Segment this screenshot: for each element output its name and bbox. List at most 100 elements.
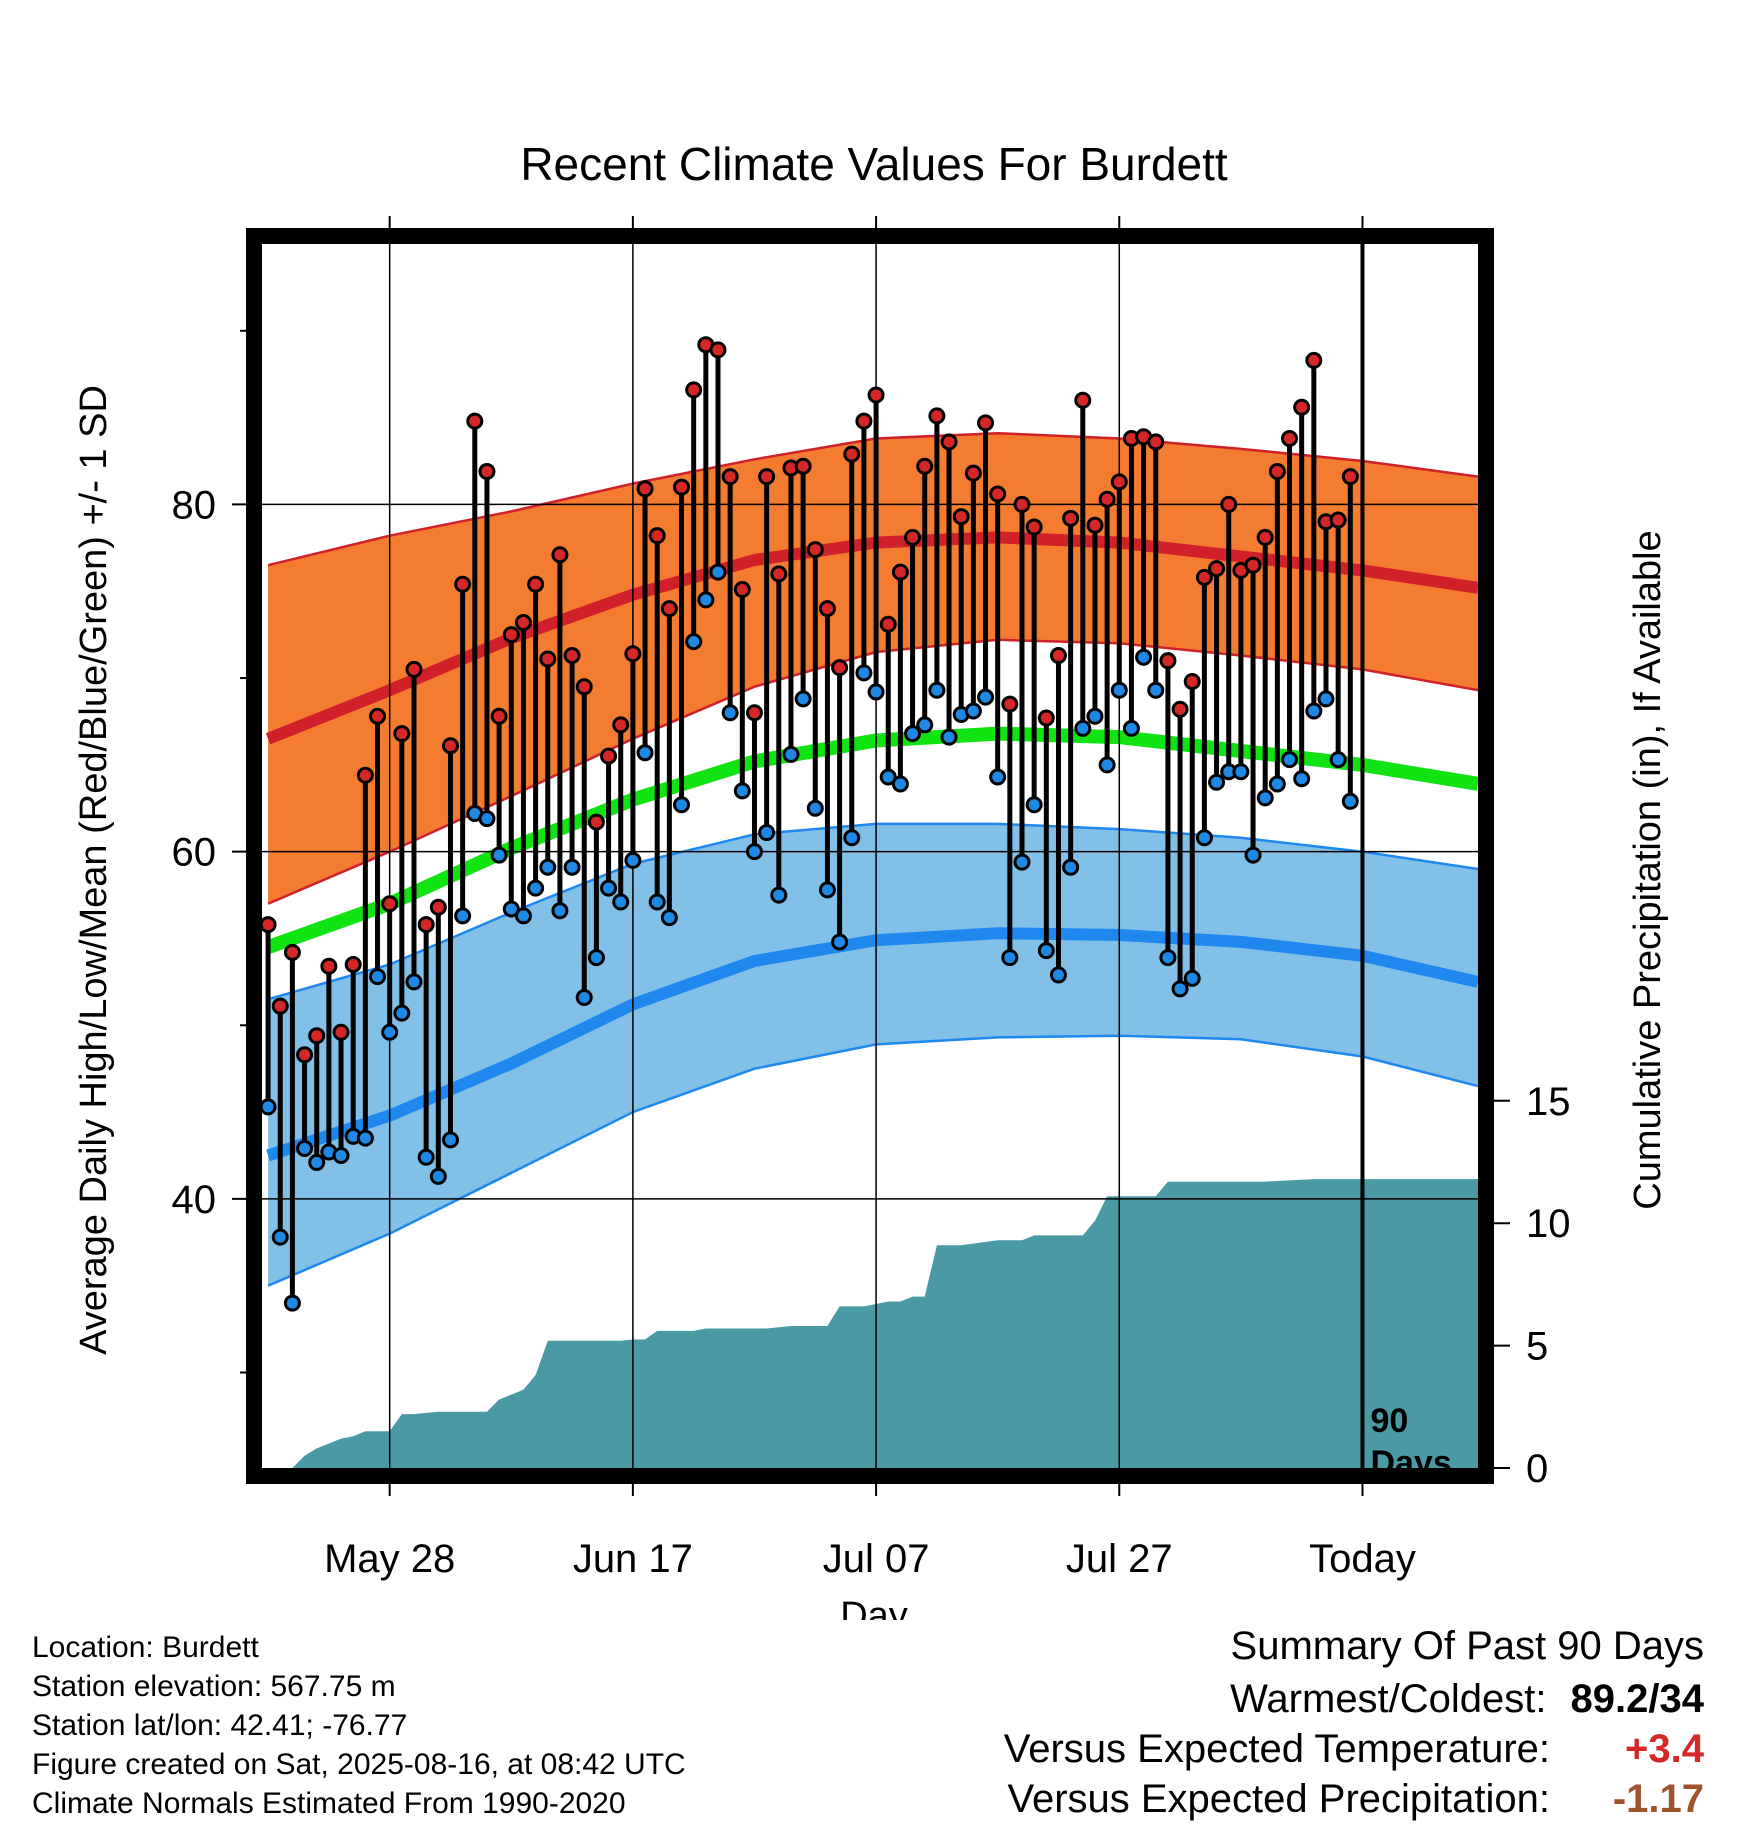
warmest-coldest-row: Warmest/Coldest: 89.2/34: [1004, 1677, 1704, 1727]
low-point: [904, 725, 922, 743]
high-point: [952, 508, 970, 526]
low-point: [587, 949, 605, 967]
y-tick-label: 80: [172, 483, 217, 527]
low-point: [1098, 756, 1116, 774]
temp-departure-value: +3.4: [1625, 1727, 1704, 1771]
low-point: [916, 716, 934, 734]
station-info: Location: Burdett Station elevation: 567…: [32, 1628, 686, 1823]
low-point: [1159, 949, 1177, 967]
low-point: [1135, 648, 1153, 666]
high-point: [369, 707, 387, 725]
high-point: [1171, 700, 1189, 718]
low-point: [308, 1153, 326, 1171]
low-point: [563, 858, 581, 876]
high-point: [745, 704, 763, 722]
low-point: [721, 704, 739, 722]
high-point: [490, 707, 508, 725]
low-point: [806, 799, 824, 817]
high-point: [1013, 495, 1031, 513]
high-point: [867, 386, 885, 404]
warmest-coldest-label: Warmest/Coldest:: [1230, 1677, 1547, 1721]
high-point: [685, 381, 703, 399]
high-point: [758, 468, 776, 486]
low-point: [332, 1146, 350, 1164]
low-point: [855, 664, 873, 682]
plot-area: 90 Days: [262, 244, 1478, 1468]
low-point: [843, 829, 861, 847]
high-point: [1268, 462, 1286, 480]
high-point: [1256, 528, 1274, 546]
precip-departure-value: -1.17: [1612, 1777, 1704, 1821]
high-point: [271, 997, 289, 1015]
low-point: [539, 858, 557, 876]
high-point: [1293, 398, 1311, 416]
x-tick-label: May 28: [324, 1537, 455, 1581]
low-point: [502, 900, 520, 918]
low-point: [454, 907, 472, 925]
low-point: [417, 1148, 435, 1166]
low-point: [369, 968, 387, 986]
low-point: [381, 1023, 399, 1041]
y-tick-label: 60: [172, 831, 217, 875]
high-point: [1329, 511, 1347, 529]
low-point: [685, 633, 703, 651]
low-point: [770, 886, 788, 904]
low-point: [1293, 770, 1311, 788]
low-point: [758, 824, 776, 842]
warmest-coldest-value: 89.2/34: [1570, 1677, 1704, 1721]
x-tick-label: Today: [1309, 1537, 1416, 1581]
high-point: [818, 600, 836, 618]
high-point: [1086, 516, 1104, 534]
high-point: [855, 412, 873, 430]
low-point: [296, 1140, 314, 1158]
low-point: [1147, 681, 1165, 699]
precip-area: [262, 1179, 1478, 1468]
location-text: Location: Burdett: [32, 1631, 259, 1664]
plot-content: 90 Days: [262, 244, 1478, 1468]
low-point: [405, 973, 423, 991]
low-point: [624, 851, 642, 869]
x-axis-label: Day: [840, 1595, 908, 1620]
y2-axis-label: Cumulative Precipitation (in), If Availa…: [1627, 530, 1669, 1209]
low-point: [1122, 719, 1140, 737]
x-tick-label: Jul 27: [1066, 1537, 1173, 1581]
high-point: [636, 480, 654, 498]
high-point: [916, 457, 934, 475]
low-point: [636, 744, 654, 762]
elevation-text: Station elevation: 567.75 m: [32, 1670, 396, 1703]
high-point: [612, 716, 630, 734]
high-point: [977, 414, 995, 432]
low-point: [490, 846, 508, 864]
x-tick-label: Jun 17: [573, 1537, 693, 1581]
low-point: [648, 893, 666, 911]
high-point: [624, 645, 642, 663]
created-text: Figure created on Sat, 2025-08-16, at 08…: [32, 1748, 686, 1781]
high-point: [1281, 429, 1299, 447]
summary-panel: Summary Of Past 90 Days Warmest/Coldest:…: [1004, 1624, 1704, 1827]
high-point: [1341, 468, 1359, 486]
low-point: [1062, 858, 1080, 876]
plot-frame: [246, 228, 1494, 1484]
low-point: [831, 933, 849, 951]
low-point: [1268, 775, 1286, 793]
x-tick-label: Jul 07: [823, 1537, 930, 1581]
axes: 40 60 80 0 5 10 15 May 28 Jun 17 Jul 07 Jul 27 Toda…: [172, 216, 1571, 1581]
high-point: [989, 485, 1007, 503]
high-point: [721, 468, 739, 486]
high-point: [1025, 518, 1043, 536]
low-point: [1025, 796, 1043, 814]
high-point: [563, 646, 581, 664]
high-point: [381, 895, 399, 913]
high-point: [879, 615, 897, 633]
high-point: [928, 407, 946, 425]
low-point: [782, 745, 800, 763]
high-point: [551, 546, 569, 564]
high-point: [1195, 568, 1213, 586]
chart-title: Recent Climate Values For Burdett: [520, 138, 1228, 190]
precip-departure-label: Versus Expected Precipitation:: [1007, 1777, 1550, 1821]
low-point: [441, 1131, 459, 1149]
low-point: [1341, 792, 1359, 810]
high-point: [940, 433, 958, 451]
low-point: [1281, 751, 1299, 769]
high-point: [514, 613, 532, 631]
